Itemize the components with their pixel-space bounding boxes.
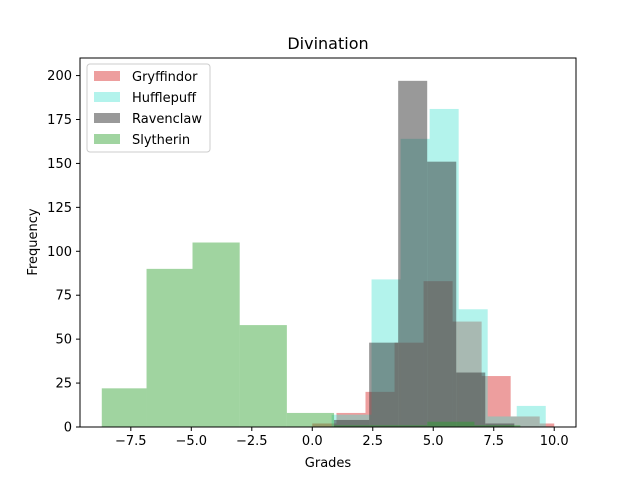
axes-frame <box>79 57 577 428</box>
legend-swatch-hufflepuff <box>94 92 120 102</box>
histogram-bars <box>101 80 555 428</box>
bar-slytherin-2 <box>192 242 240 427</box>
bar-hufflepuff-5 <box>487 416 517 427</box>
bar-hufflepuff-6 <box>516 405 546 427</box>
y-axis: 0 25 50 75 100 125 150 175 200 <box>47 69 80 436</box>
bar-ravenclaw-3 <box>427 161 457 428</box>
y-tick-label: 100 <box>47 245 72 260</box>
x-tick-label: 0.0 <box>302 434 323 449</box>
y-tick-label: 50 <box>55 333 72 348</box>
bar-ravenclaw-4 <box>456 372 486 427</box>
bar-ravenclaw-1 <box>369 342 399 427</box>
bar-slytherin-7 <box>427 421 475 427</box>
y-tick-label: 75 <box>55 289 72 304</box>
x-tick-label: 10.0 <box>540 434 569 449</box>
y-axis-label: Frequency <box>26 208 41 275</box>
y-tick-label: 25 <box>55 377 72 392</box>
chart-title: Divination <box>287 34 368 53</box>
bar-gryffindor-0 <box>312 423 337 427</box>
y-tick-label: 150 <box>47 157 72 172</box>
x-tick-label: 5.0 <box>423 434 444 449</box>
legend-label-slytherin: Slytherin <box>132 133 190 148</box>
legend-box <box>86 63 211 153</box>
legend-label-gryffindor: Gryffindor <box>132 70 198 85</box>
legend: Gryffindor Hufflepuff Ravenclaw Slytherin <box>86 63 211 153</box>
x-tick-label: 2.5 <box>362 434 383 449</box>
legend-label-ravenclaw: Ravenclaw <box>132 112 202 127</box>
y-tick-label: 200 <box>47 69 72 84</box>
y-tick-label: 0 <box>64 421 72 436</box>
bar-slytherin-8 <box>474 425 521 427</box>
bar-slytherin-4 <box>286 412 335 427</box>
legend-swatch-slytherin <box>94 134 120 144</box>
x-tick-label: −7.5 <box>115 434 147 449</box>
legend-swatch-gryffindor <box>94 71 120 81</box>
bar-slytherin-5 <box>334 425 382 427</box>
bar-slytherin-6 <box>381 425 428 427</box>
bar-ravenclaw-2 <box>398 80 428 427</box>
y-tick-label: 175 <box>47 113 72 128</box>
x-tick-label: −5.0 <box>176 434 208 449</box>
legend-swatch-ravenclaw <box>94 113 120 123</box>
x-axis-label: Grades <box>305 456 352 471</box>
legend-label-hufflepuff: Hufflepuff <box>132 91 197 106</box>
bar-slytherin-1 <box>146 268 193 427</box>
bar-gryffindor-8 <box>539 423 555 427</box>
x-tick-label: 7.5 <box>483 434 504 449</box>
x-tick-label: −2.5 <box>236 434 268 449</box>
bar-ravenclaw-0 <box>334 419 370 427</box>
bar-gryffindor-6 <box>481 376 511 427</box>
y-tick-label: 125 <box>47 201 72 216</box>
bar-slytherin-0 <box>101 388 147 427</box>
x-axis: −7.5 −5.0 −2.5 0.0 2.5 5.0 7.5 10.0 <box>115 427 569 449</box>
bar-gryffindor-7 <box>510 416 540 427</box>
bar-slytherin-3 <box>239 325 287 427</box>
bar-ravenclaw-5 <box>485 423 515 427</box>
